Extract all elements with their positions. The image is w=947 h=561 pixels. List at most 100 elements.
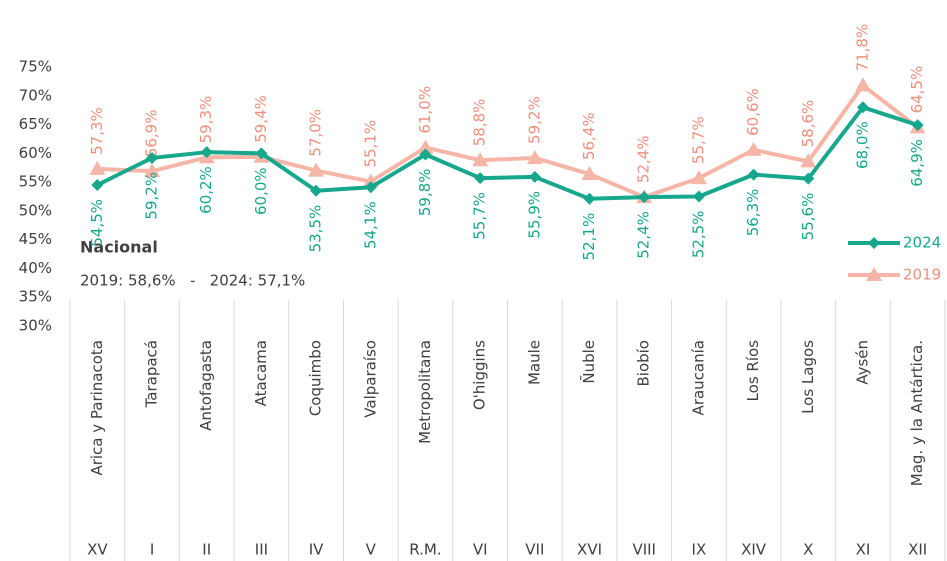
marker bbox=[802, 172, 815, 185]
x-group-label: XI bbox=[856, 541, 871, 559]
data-label: 54,5% bbox=[88, 199, 106, 247]
x-group-label: XIV bbox=[741, 541, 767, 559]
marker bbox=[581, 166, 598, 181]
data-label: 58,8% bbox=[471, 99, 489, 147]
data-label: 64,5% bbox=[908, 66, 926, 114]
legend-label: 2019 bbox=[903, 266, 941, 284]
marker bbox=[745, 141, 762, 156]
data-label: 52,4% bbox=[635, 135, 653, 183]
data-label: 71,8% bbox=[853, 24, 871, 72]
x-tick-label: Atacama bbox=[252, 340, 270, 406]
data-label: 55,7% bbox=[689, 116, 707, 164]
data-label: 64,9% bbox=[908, 139, 926, 187]
data-label: 59,2% bbox=[143, 172, 161, 220]
data-label: 61,0% bbox=[416, 86, 434, 134]
marker bbox=[528, 170, 541, 183]
marker bbox=[638, 191, 651, 204]
y-tick-label: 65% bbox=[19, 115, 52, 133]
x-group-label: VIII bbox=[632, 541, 656, 559]
x-tick-label: Los Ríos bbox=[744, 340, 762, 402]
data-label: 56,3% bbox=[744, 189, 762, 237]
marker bbox=[911, 119, 924, 132]
marker bbox=[854, 77, 871, 92]
x-tick-label: O'higgins bbox=[471, 340, 489, 410]
data-label: 56,9% bbox=[143, 110, 161, 158]
x-group-label: I bbox=[150, 541, 154, 559]
marker bbox=[146, 151, 159, 164]
x-tick-label: Ñuble bbox=[579, 340, 598, 384]
marker bbox=[800, 153, 817, 168]
marker bbox=[690, 170, 707, 185]
x-group-label: XII bbox=[908, 541, 927, 559]
legend-label: 2024 bbox=[903, 234, 941, 252]
x-group-label: X bbox=[803, 541, 813, 559]
x-group-label: II bbox=[202, 541, 211, 559]
y-tick-label: 60% bbox=[19, 144, 52, 162]
marker bbox=[91, 178, 104, 191]
x-group-label: VII bbox=[525, 541, 544, 559]
data-label: 54,1% bbox=[361, 201, 379, 249]
x-tick-label: Valparaíso bbox=[361, 340, 379, 418]
marker bbox=[310, 184, 323, 197]
data-label: 60,2% bbox=[197, 166, 215, 214]
marker bbox=[200, 146, 213, 159]
data-label: 59,8% bbox=[416, 168, 434, 216]
x-tick-label: Araucanía bbox=[689, 340, 707, 415]
marker bbox=[474, 172, 487, 185]
series-line bbox=[96, 105, 919, 201]
y-tick-label: 70% bbox=[19, 86, 52, 104]
x-group-label: III bbox=[255, 541, 268, 559]
x-tick-label: Antofagasta bbox=[197, 340, 215, 431]
x-tick-label: Mag. y la Antártica. bbox=[908, 340, 926, 486]
data-label: 55,9% bbox=[525, 191, 543, 239]
marker bbox=[89, 160, 106, 175]
y-tick-label: 55% bbox=[19, 173, 52, 191]
series-line bbox=[97, 83, 919, 200]
data-label: 55,6% bbox=[799, 193, 817, 241]
data-label: 55,1% bbox=[361, 120, 379, 168]
y-tick-label: 30% bbox=[19, 317, 52, 335]
marker bbox=[472, 152, 489, 167]
x-group-label: R.M. bbox=[409, 541, 441, 559]
marker bbox=[856, 101, 869, 114]
data-label: 55,7% bbox=[471, 192, 489, 240]
data-label: 57,0% bbox=[307, 109, 325, 157]
data-label: 52,5% bbox=[689, 211, 707, 259]
data-label: 59,2% bbox=[525, 96, 543, 144]
annotation: 2019: 58,6% - 2024: 57,1% bbox=[80, 272, 305, 290]
x-tick-label: Los Lagos bbox=[799, 340, 817, 414]
data-label: 52,1% bbox=[580, 213, 598, 261]
y-tick-label: 45% bbox=[19, 230, 52, 248]
marker bbox=[526, 149, 543, 164]
x-group-label: VI bbox=[473, 541, 488, 559]
marker bbox=[255, 147, 268, 160]
marker bbox=[308, 162, 325, 177]
data-label: 60,0% bbox=[252, 167, 270, 215]
y-tick-label: 50% bbox=[19, 201, 52, 219]
data-label: 68,0% bbox=[853, 121, 871, 169]
marker bbox=[866, 267, 882, 281]
marker bbox=[364, 181, 377, 194]
marker bbox=[144, 163, 161, 178]
y-tick-label: 75% bbox=[19, 58, 52, 76]
marker bbox=[747, 168, 760, 181]
data-label: 59,4% bbox=[252, 95, 270, 143]
x-tick-label: Coquimbo bbox=[307, 340, 325, 416]
x-tick-label: Maule bbox=[525, 340, 543, 385]
marker bbox=[417, 139, 434, 154]
data-label: 52,4% bbox=[635, 211, 653, 259]
x-group-label: IV bbox=[309, 541, 324, 559]
data-label: 58,6% bbox=[799, 100, 817, 148]
x-tick-label: Metropolitana bbox=[416, 340, 434, 444]
x-group-label: XVI bbox=[577, 541, 602, 559]
x-group-label: V bbox=[366, 541, 377, 559]
x-tick-label: Arica y Parinacota bbox=[88, 340, 106, 476]
data-label: 56,4% bbox=[580, 112, 598, 160]
x-tick-label: Aysén bbox=[853, 340, 871, 385]
y-tick-label: 35% bbox=[19, 288, 52, 306]
annotation-title: Nacional bbox=[80, 238, 158, 257]
data-label: 57,3% bbox=[88, 107, 106, 155]
marker bbox=[692, 190, 705, 203]
x-group-label: XV bbox=[87, 541, 108, 559]
